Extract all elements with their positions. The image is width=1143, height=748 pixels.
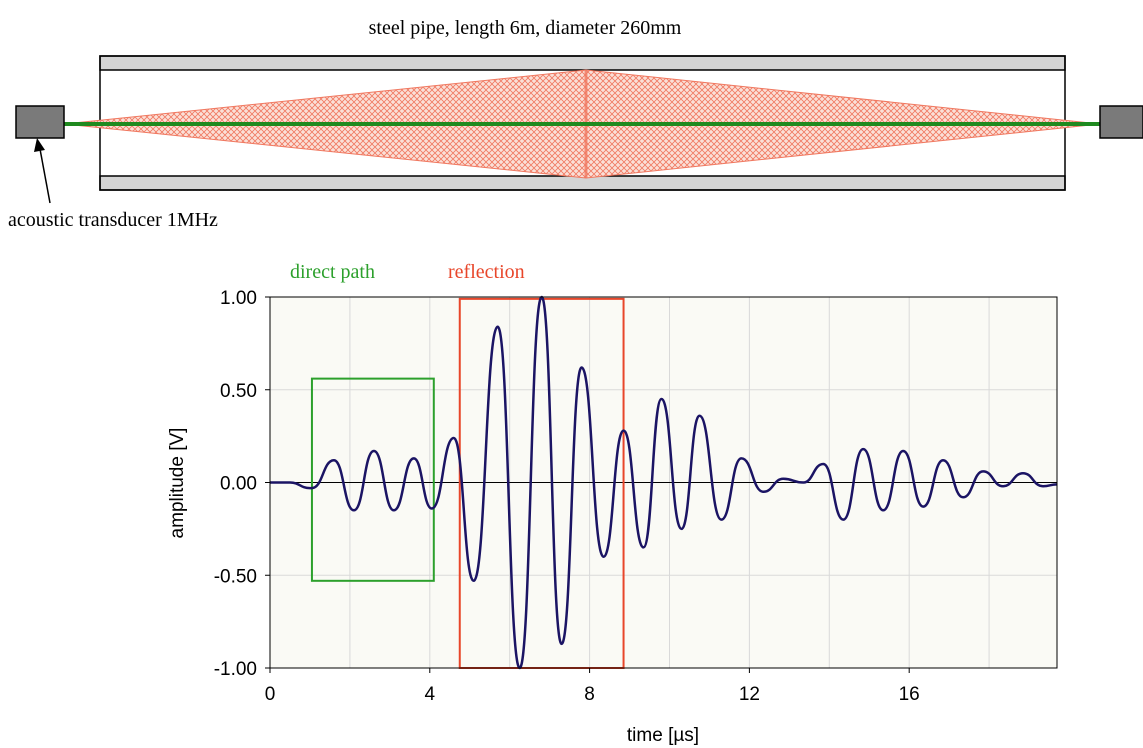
pipe-top-wall — [99, 55, 1066, 71]
x-tick-label: 12 — [739, 684, 760, 705]
transducer-arrow-head — [34, 138, 45, 152]
x-axis: 0 4 8 12 16 — [265, 668, 920, 705]
x-tick-label: 8 — [584, 684, 595, 705]
right-transducer — [1099, 105, 1143, 139]
y-tick-label: -0.50 — [214, 566, 257, 587]
annotation-label-reflection: reflection — [448, 261, 525, 283]
y-tick-label: -1.00 — [214, 659, 257, 680]
pipe-diagram: steel pipe, length 6m, diameter 260mm ac… — [8, 17, 1143, 231]
x-tick-label: 16 — [899, 684, 920, 705]
y-tick-label: 0.50 — [220, 381, 257, 402]
annotation-box-direct-path — [310, 377, 435, 582]
y-axis-label: amplitude [V] — [167, 428, 188, 539]
signal-series-line — [270, 295, 1058, 670]
annotation-label-direct-path: direct path — [290, 261, 375, 283]
y-tick-label: 1.00 — [220, 288, 257, 309]
chart: direct path reflection 0 4 8 12 16 1.00 0.50 0.… — [167, 261, 1058, 746]
annotation-boxes: direct path reflection — [290, 261, 625, 669]
transducer-arrow-line — [39, 148, 51, 204]
pipe-title: steel pipe, length 6m, diameter 260mm — [369, 17, 682, 39]
y-axis: 1.00 0.50 0.00 -0.50 -1.00 — [214, 288, 270, 680]
y-tick-label: 0.00 — [220, 474, 257, 495]
left-transducer — [15, 105, 65, 139]
x-axis-label: time [µs] — [627, 725, 699, 746]
x-tick-label: 4 — [425, 684, 436, 705]
transducer-label: acoustic transducer 1MHz — [8, 209, 218, 231]
x-tick-label: 0 — [265, 684, 276, 705]
